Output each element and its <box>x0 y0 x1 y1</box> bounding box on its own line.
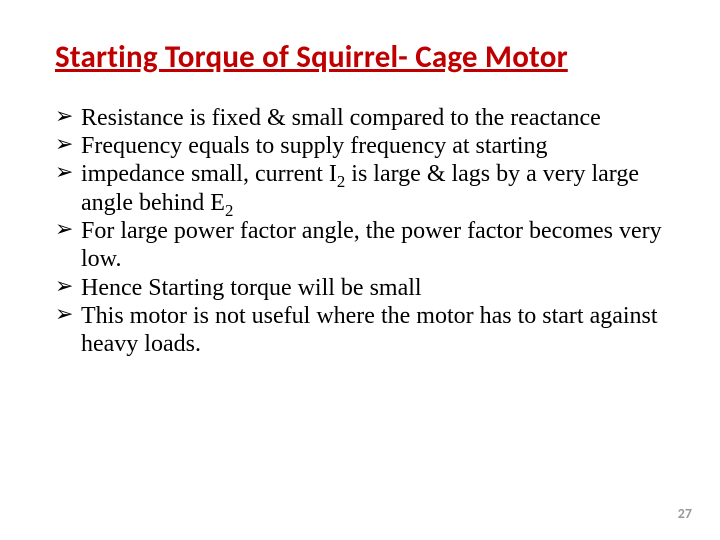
page-number: 27 <box>678 505 692 522</box>
list-item: Hence Starting torque will be small <box>55 274 665 302</box>
list-item: impedance small, current I2 is large & l… <box>55 160 665 217</box>
bullet-text: impedance small, current I <box>81 161 337 187</box>
list-item: This motor is not useful where the motor… <box>55 302 665 359</box>
list-item: For large power factor angle, the power … <box>55 217 665 274</box>
bullet-text: Resistance is fixed & small compared to … <box>81 105 601 131</box>
bullet-text: This motor is not useful where the motor… <box>81 303 658 357</box>
bullet-text: Frequency equals to supply frequency at … <box>81 133 548 159</box>
bullet-list: Resistance is fixed & small compared to … <box>55 104 665 359</box>
slide-title: Starting Torque of Squirrel- Cage Motor <box>55 40 665 76</box>
slide-container: Starting Torque of Squirrel- Cage Motor … <box>0 0 720 540</box>
bullet-text: For large power factor angle, the power … <box>81 218 662 272</box>
list-item: Frequency equals to supply frequency at … <box>55 132 665 160</box>
list-item: Resistance is fixed & small compared to … <box>55 104 665 132</box>
bullet-text: Hence Starting torque will be small <box>81 275 422 301</box>
